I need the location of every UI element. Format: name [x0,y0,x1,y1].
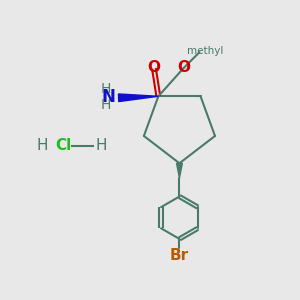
Text: N: N [102,88,116,106]
Text: H: H [100,98,110,112]
Text: O: O [147,60,161,75]
Text: methyl: methyl [187,46,224,56]
Text: H: H [96,138,107,153]
Polygon shape [176,163,182,178]
Polygon shape [118,94,158,102]
Text: Br: Br [170,248,189,262]
Text: O: O [177,60,190,75]
Text: H: H [37,138,48,153]
Text: Cl: Cl [55,138,71,153]
Text: H: H [100,82,110,96]
